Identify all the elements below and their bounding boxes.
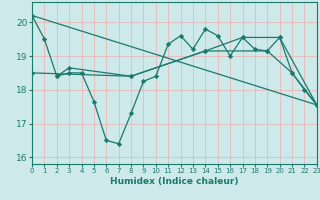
X-axis label: Humidex (Indice chaleur): Humidex (Indice chaleur) <box>110 177 239 186</box>
